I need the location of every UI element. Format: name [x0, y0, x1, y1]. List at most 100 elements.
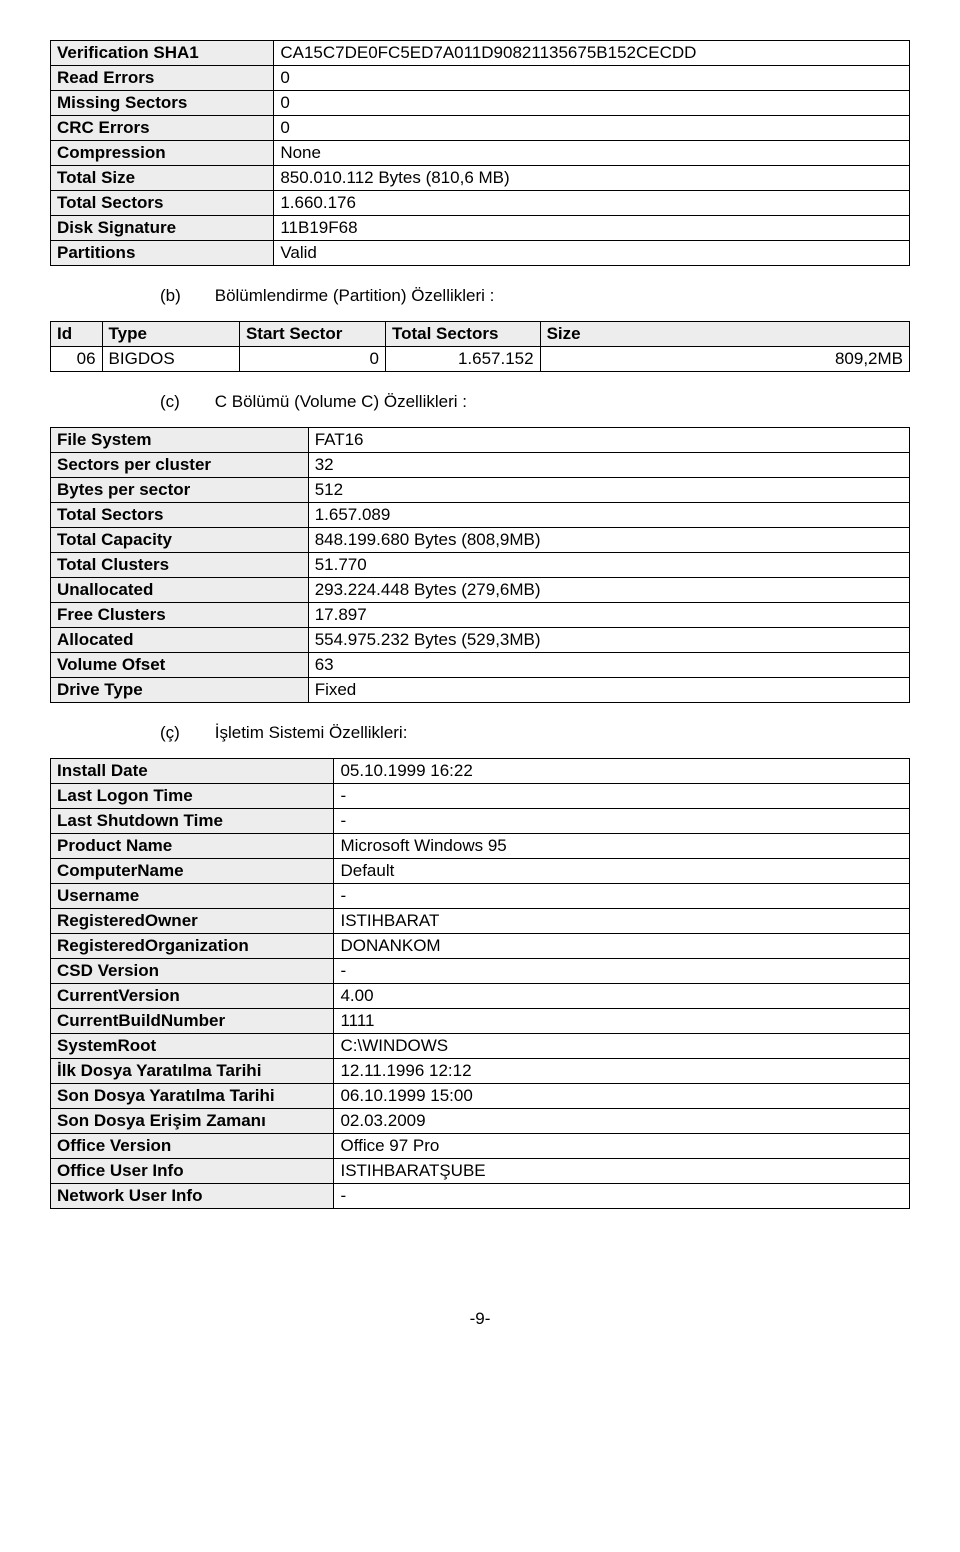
- table-row: Unallocated293.224.448 Bytes (279,6MB): [51, 578, 910, 603]
- col-start-sector: Start Sector: [239, 322, 385, 347]
- row-value: -: [334, 884, 910, 909]
- table-row: Son Dosya Yaratılma Tarihi06.10.1999 15:…: [51, 1084, 910, 1109]
- row-label: Last Shutdown Time: [51, 809, 334, 834]
- partition-table: Id Type Start Sector Total Sectors Size …: [50, 321, 910, 372]
- row-value: C:\WINDOWS: [334, 1034, 910, 1059]
- row-label: Network User Info: [51, 1184, 334, 1209]
- table-row: Missing Sectors0: [51, 91, 910, 116]
- section-c-text: C Bölümü (Volume C) Özellikleri :: [215, 392, 467, 411]
- table-row: File SystemFAT16: [51, 428, 910, 453]
- section-c-header: (c) C Bölümü (Volume C) Özellikleri :: [160, 392, 910, 412]
- row-label: CurrentBuildNumber: [51, 1009, 334, 1034]
- row-label: CSD Version: [51, 959, 334, 984]
- row-value: ISTIHBARATŞUBE: [334, 1159, 910, 1184]
- row-value: 1111: [334, 1009, 910, 1034]
- table-row: Drive TypeFixed: [51, 678, 910, 703]
- row-value: 0: [274, 91, 910, 116]
- partition-header-row: Id Type Start Sector Total Sectors Size: [51, 322, 910, 347]
- table-row: Product NameMicrosoft Windows 95: [51, 834, 910, 859]
- row-label: Allocated: [51, 628, 309, 653]
- row-value: 51.770: [308, 553, 909, 578]
- row-label: Office Version: [51, 1134, 334, 1159]
- row-value: FAT16: [308, 428, 909, 453]
- table-row: Office User InfoISTIHBARATŞUBE: [51, 1159, 910, 1184]
- row-label: Drive Type: [51, 678, 309, 703]
- table-row: CurrentVersion4.00: [51, 984, 910, 1009]
- row-value: 1.660.176: [274, 191, 910, 216]
- row-label: Username: [51, 884, 334, 909]
- row-label: File System: [51, 428, 309, 453]
- verification-table: Verification SHA1CA15C7DE0FC5ED7A011D908…: [50, 40, 910, 266]
- table-row: Office VersionOffice 97 Pro: [51, 1134, 910, 1159]
- table-row: Last Logon Time-: [51, 784, 910, 809]
- row-label: CRC Errors: [51, 116, 274, 141]
- row-value: 0: [274, 116, 910, 141]
- row-value: DONANKOM: [334, 934, 910, 959]
- partition-row: 06 BIGDOS 0 1.657.152 809,2MB: [51, 347, 910, 372]
- row-label: Compression: [51, 141, 274, 166]
- table-row: Total Sectors1.660.176: [51, 191, 910, 216]
- row-value: 293.224.448 Bytes (279,6MB): [308, 578, 909, 603]
- table-row: Bytes per sector512: [51, 478, 910, 503]
- row-label: Free Clusters: [51, 603, 309, 628]
- row-label: Bytes per sector: [51, 478, 309, 503]
- row-value: 05.10.1999 16:22: [334, 759, 910, 784]
- row-value: 32: [308, 453, 909, 478]
- row-value: ISTIHBARAT: [334, 909, 910, 934]
- row-label: Product Name: [51, 834, 334, 859]
- row-value: Default: [334, 859, 910, 884]
- table-row: Disk Signature11B19F68: [51, 216, 910, 241]
- row-label: Total Clusters: [51, 553, 309, 578]
- table-row: Son Dosya Erişim Zamanı02.03.2009: [51, 1109, 910, 1134]
- section-d-header: (ç) İşletim Sistemi Özellikleri:: [160, 723, 910, 743]
- row-value: -: [334, 1184, 910, 1209]
- table-row: Sectors per cluster32: [51, 453, 910, 478]
- table-row: CRC Errors0: [51, 116, 910, 141]
- row-label: Install Date: [51, 759, 334, 784]
- table-row: Username-: [51, 884, 910, 909]
- row-label: İlk Dosya Yaratılma Tarihi: [51, 1059, 334, 1084]
- section-d-tag: (ç): [160, 723, 210, 743]
- cell-start-sector: 0: [239, 347, 385, 372]
- row-value: Valid: [274, 241, 910, 266]
- row-label: Partitions: [51, 241, 274, 266]
- row-label: RegisteredOrganization: [51, 934, 334, 959]
- row-label: Disk Signature: [51, 216, 274, 241]
- table-row: Install Date05.10.1999 16:22: [51, 759, 910, 784]
- table-row: CSD Version-: [51, 959, 910, 984]
- row-label: Unallocated: [51, 578, 309, 603]
- row-label: Last Logon Time: [51, 784, 334, 809]
- row-value: 11B19F68: [274, 216, 910, 241]
- col-id: Id: [51, 322, 103, 347]
- row-label: CurrentVersion: [51, 984, 334, 1009]
- table-row: Free Clusters17.897: [51, 603, 910, 628]
- row-value: -: [334, 784, 910, 809]
- col-size: Size: [540, 322, 909, 347]
- table-row: Allocated554.975.232 Bytes (529,3MB): [51, 628, 910, 653]
- row-value: 06.10.1999 15:00: [334, 1084, 910, 1109]
- row-label: Son Dosya Erişim Zamanı: [51, 1109, 334, 1134]
- volume-table: File SystemFAT16Sectors per cluster32Byt…: [50, 427, 910, 703]
- table-row: Last Shutdown Time-: [51, 809, 910, 834]
- row-label: Sectors per cluster: [51, 453, 309, 478]
- row-label: Verification SHA1: [51, 41, 274, 66]
- table-row: Volume Ofset63: [51, 653, 910, 678]
- table-row: RegisteredOwnerISTIHBARAT: [51, 909, 910, 934]
- row-label: ComputerName: [51, 859, 334, 884]
- row-value: -: [334, 959, 910, 984]
- row-value: -: [334, 809, 910, 834]
- table-row: Total Capacity848.199.680 Bytes (808,9MB…: [51, 528, 910, 553]
- section-d-text: İşletim Sistemi Özellikleri:: [215, 723, 408, 742]
- row-value: 17.897: [308, 603, 909, 628]
- row-value: None: [274, 141, 910, 166]
- table-row: CurrentBuildNumber1111: [51, 1009, 910, 1034]
- row-value: 02.03.2009: [334, 1109, 910, 1134]
- section-b-text: Bölümlendirme (Partition) Özellikleri :: [215, 286, 495, 305]
- row-label: Total Size: [51, 166, 274, 191]
- row-value: 848.199.680 Bytes (808,9MB): [308, 528, 909, 553]
- row-value: 554.975.232 Bytes (529,3MB): [308, 628, 909, 653]
- row-label: SystemRoot: [51, 1034, 334, 1059]
- row-value: Office 97 Pro: [334, 1134, 910, 1159]
- cell-total-sectors: 1.657.152: [385, 347, 540, 372]
- table-row: CompressionNone: [51, 141, 910, 166]
